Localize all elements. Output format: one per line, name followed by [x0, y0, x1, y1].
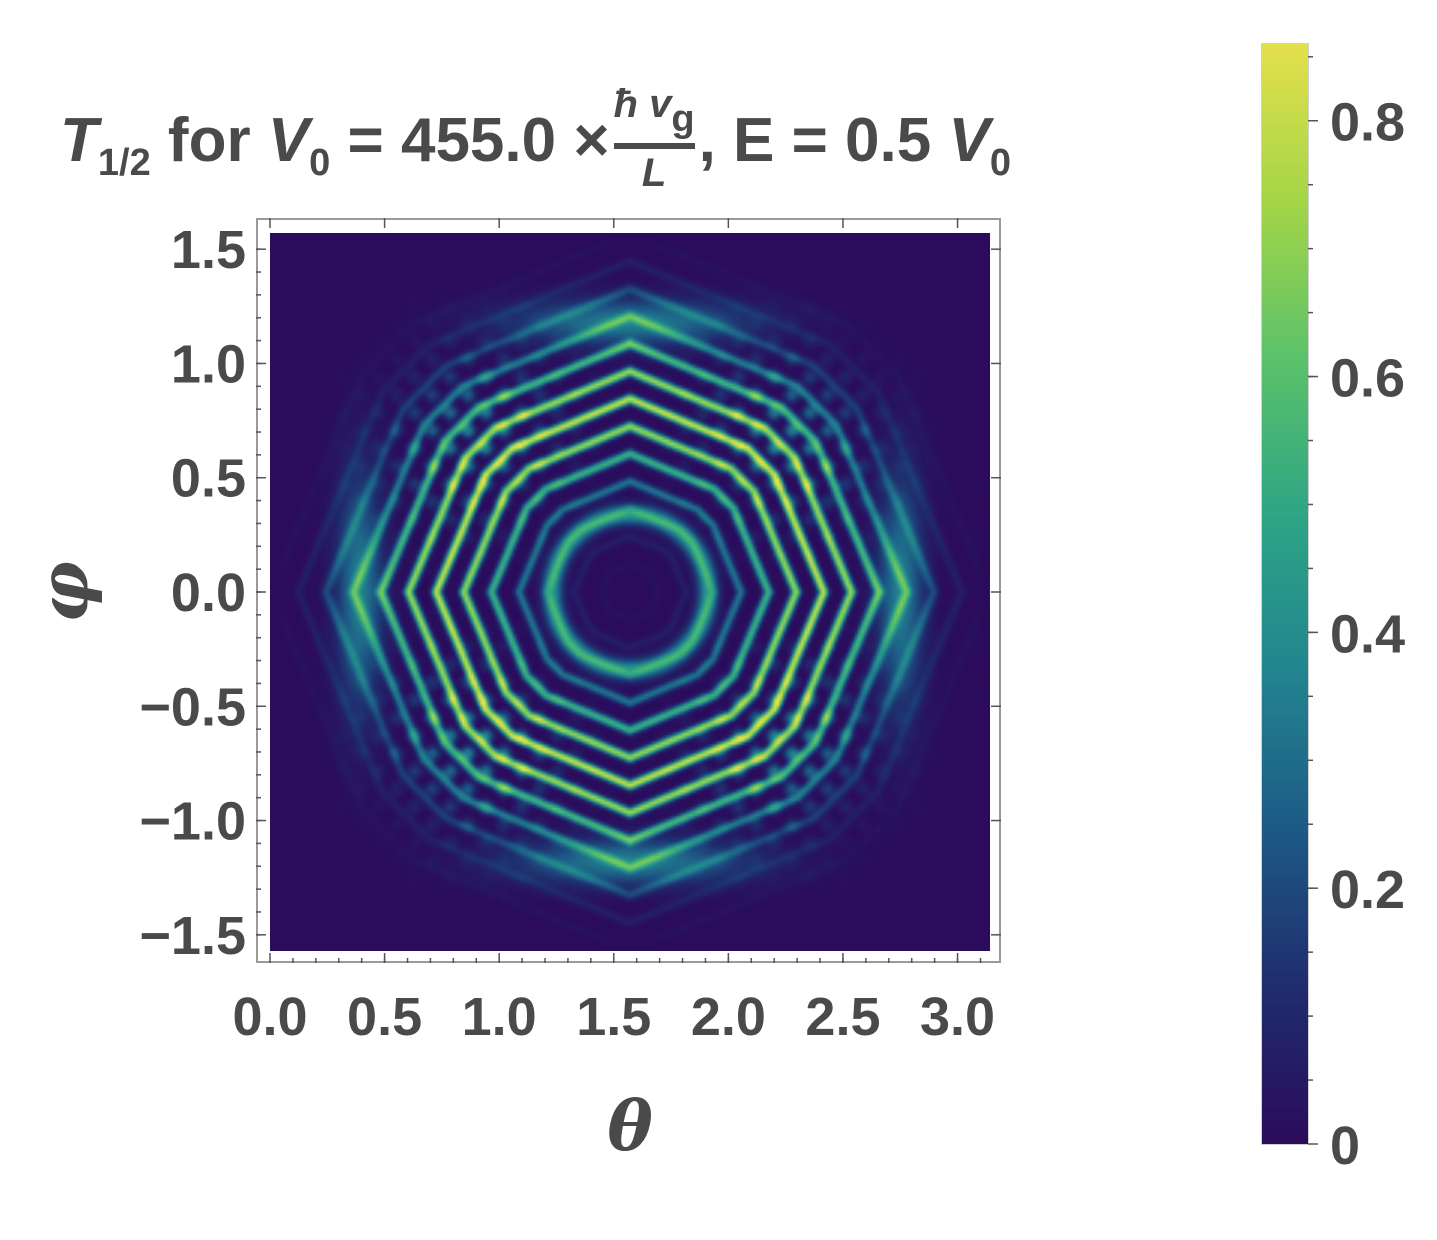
y-tick-label: 0.5	[171, 449, 246, 509]
colorbar-ticks: 0.8 0.6 0.4 0.2 0	[1308, 56, 1405, 1176]
y-tick-label: 1.5	[171, 220, 246, 280]
title-frac-num-sub: g	[671, 98, 695, 140]
x-tick-label: 1.0	[462, 987, 537, 1047]
heatmap-image	[270, 233, 990, 951]
title-v-sub: 0	[309, 141, 331, 184]
colorbar-tick-label: 0.8	[1330, 93, 1405, 153]
y-tick-label: 1.0	[171, 334, 246, 394]
title-t-sub: 1/2	[97, 141, 151, 184]
colorbar-frame	[1261, 43, 1309, 1145]
plot-frame	[256, 218, 1001, 963]
x-tick-label: 1.5	[576, 987, 651, 1047]
title-frac-bar	[613, 143, 695, 149]
x-tick-label: 2.0	[691, 987, 766, 1047]
colorbar-tick-label: 0	[1330, 1116, 1360, 1176]
x-axis-ticks: 0.0 0.5 1.0 1.5 2.0 2.5 3.0	[232, 218, 995, 1047]
title-v2: V	[948, 105, 990, 175]
y-axis-label: φ	[25, 561, 105, 623]
title-t: T	[60, 105, 98, 175]
title-frac-num: ħ v	[613, 82, 672, 126]
colorbar-tick-label: 0.6	[1330, 349, 1405, 409]
y-axis-ticks: 1.5 1.0 0.5 0.0 −0.5 −1.0 −1.5	[139, 220, 1001, 966]
x-tick-label: 2.5	[805, 987, 880, 1047]
colorbar-tick-label: 0.2	[1330, 860, 1405, 920]
y-tick-label: 0.0	[171, 563, 246, 623]
colorbar-tick-label: 0.4	[1330, 604, 1405, 664]
title-v2-sub: 0	[989, 141, 1011, 184]
x-tick-label: 0.5	[347, 987, 422, 1047]
y-tick-label: −0.5	[139, 677, 246, 737]
title-eq-value: = 455.0 ×	[330, 105, 610, 175]
x-axis-label: θ	[607, 1087, 653, 1167]
colorbar-gradient	[1262, 44, 1308, 1144]
title-energy: , E = 0.5	[698, 105, 949, 175]
title-frac-den: L	[641, 151, 667, 195]
y-tick-label: −1.0	[139, 792, 246, 852]
title-v: V	[267, 105, 310, 175]
x-tick-label: 3.0	[920, 987, 995, 1047]
title-fraction: ħ vg L	[613, 82, 695, 195]
title-for: for	[150, 105, 268, 175]
x-tick-label: 0.0	[232, 987, 307, 1047]
y-tick-label: −1.5	[139, 906, 246, 966]
chart-title: T1/2 for V0 = 455.0 × ħ vg L, E = 0.5 V0	[60, 82, 1220, 208]
